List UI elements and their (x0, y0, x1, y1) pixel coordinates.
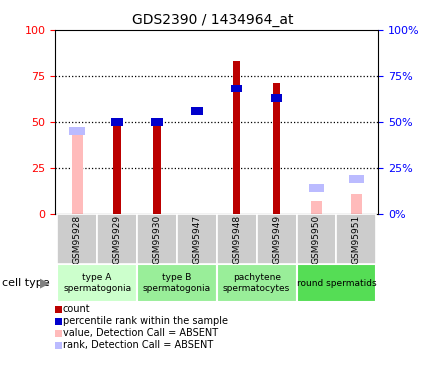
Text: value, Detection Call = ABSENT: value, Detection Call = ABSENT (63, 328, 218, 338)
Text: ▶: ▶ (40, 277, 49, 290)
Bar (111, 118, 123, 126)
Bar (233, 61, 240, 214)
Bar (231, 85, 242, 93)
Text: GSM95950: GSM95950 (312, 214, 321, 264)
Text: type B
spermatogonia: type B spermatogonia (143, 273, 211, 293)
Bar (311, 201, 322, 214)
Text: type A
spermatogonia: type A spermatogonia (63, 273, 131, 293)
Bar (217, 264, 297, 302)
Text: round spermatids: round spermatids (297, 279, 376, 288)
Bar (348, 175, 364, 183)
Text: percentile rank within the sample: percentile rank within the sample (63, 316, 228, 326)
Bar (57, 264, 137, 302)
Text: GDS2390 / 1434964_at: GDS2390 / 1434964_at (132, 13, 293, 27)
Bar (57, 214, 97, 264)
Bar (309, 184, 324, 192)
Text: count: count (63, 304, 91, 314)
Bar (257, 214, 297, 264)
Bar (153, 124, 161, 214)
Bar (177, 214, 217, 264)
Bar (97, 214, 137, 264)
Text: rank, Detection Call = ABSENT: rank, Detection Call = ABSENT (63, 340, 213, 350)
Bar (191, 107, 203, 114)
Text: GSM95929: GSM95929 (113, 214, 122, 264)
Text: GSM95948: GSM95948 (232, 214, 241, 264)
Bar (151, 118, 163, 126)
Bar (137, 264, 217, 302)
Text: GSM95949: GSM95949 (272, 214, 281, 264)
Bar (273, 83, 280, 214)
Bar (271, 94, 282, 102)
Bar (217, 214, 257, 264)
Text: pachytene
spermatocytes: pachytene spermatocytes (223, 273, 290, 293)
Text: GSM95928: GSM95928 (73, 214, 82, 264)
Bar (137, 214, 177, 264)
Bar (71, 129, 83, 214)
Bar (69, 128, 85, 135)
Text: GSM95951: GSM95951 (352, 214, 361, 264)
Bar (297, 214, 336, 264)
Bar (297, 264, 376, 302)
Text: GSM95947: GSM95947 (192, 214, 201, 264)
Text: GSM95930: GSM95930 (153, 214, 162, 264)
Bar (336, 214, 376, 264)
Bar (113, 124, 121, 214)
Text: cell type: cell type (2, 278, 50, 288)
Bar (351, 194, 362, 214)
